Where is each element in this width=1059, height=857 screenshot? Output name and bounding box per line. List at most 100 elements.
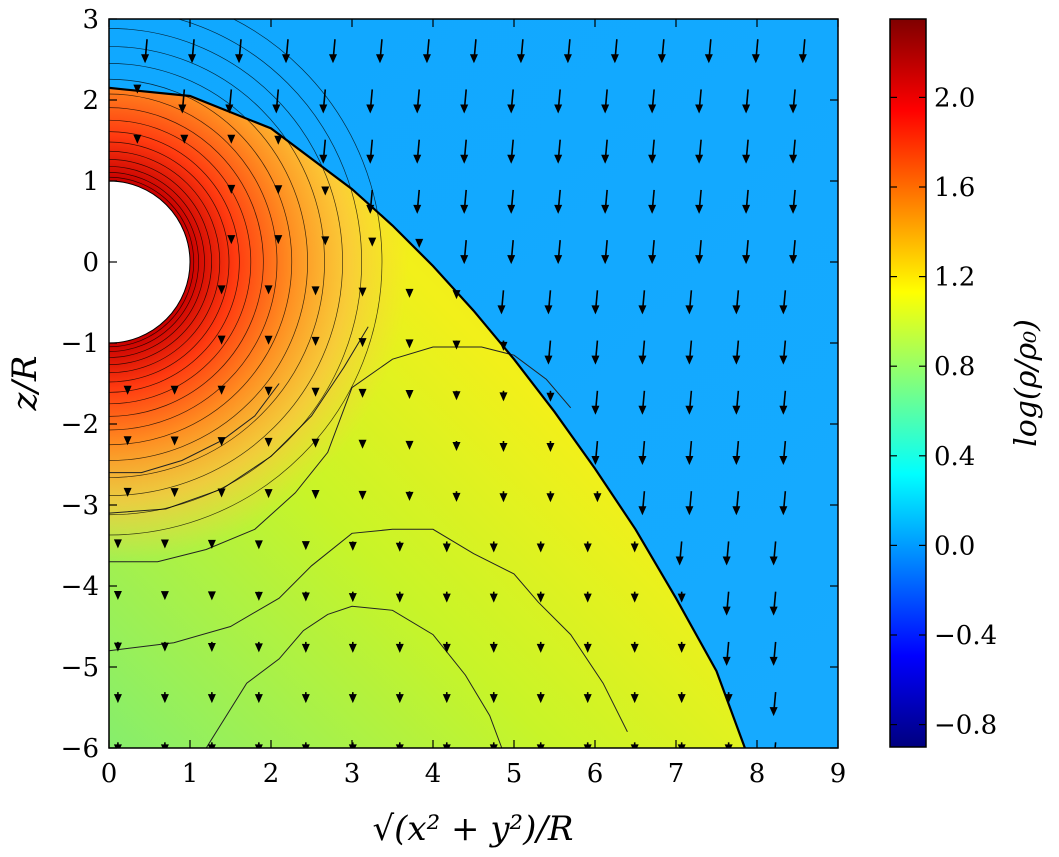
x-tick-label: 5 — [506, 759, 523, 789]
velocity-arrow — [695, 189, 704, 214]
velocity-arrow — [695, 240, 704, 265]
velocity-arrow — [321, 186, 330, 196]
colorbar-tick-label: 1.2 — [934, 263, 975, 293]
velocity-arrow — [264, 386, 273, 396]
y-tick: 2 — [82, 86, 838, 116]
velocity-arrow — [413, 89, 422, 114]
velocity-arrow — [677, 641, 686, 653]
y-tick: −1 — [61, 329, 838, 359]
velocity-arrow — [123, 487, 132, 497]
velocity-arrow — [724, 742, 733, 748]
velocity-arrow — [789, 189, 798, 214]
y-tick: −6 — [61, 734, 838, 764]
velocity-arrow — [227, 184, 236, 194]
velocity-arrow — [348, 692, 357, 704]
velocity-arrow — [264, 285, 273, 295]
x-axis: 0 1 2 3 4 5 6 7 8 9 — [101, 19, 847, 789]
velocity-arrow — [591, 390, 600, 415]
velocity-arrow — [722, 591, 731, 616]
velocity-arrow — [536, 692, 545, 704]
velocity-arrow — [301, 692, 310, 704]
x-tick-label: 3 — [344, 759, 361, 789]
velocity-arrow — [264, 437, 273, 447]
velocity-arrow — [207, 742, 216, 748]
velocity-arrow — [648, 89, 657, 114]
high-density-region — [109, 87, 745, 748]
velocity-arrow — [546, 491, 555, 503]
velocity-arrow — [405, 491, 414, 501]
velocity-arrow — [722, 541, 731, 566]
velocity-arrow — [301, 641, 310, 653]
velocity-arrow — [489, 541, 498, 553]
velocity-arrow — [789, 89, 798, 114]
x-tick: 6 — [587, 19, 603, 789]
colorbar-tick: 2.0 — [890, 83, 975, 113]
y-axis: −6 −5 −4 −3 −2 −1 0 1 2 3 — [61, 5, 838, 764]
velocity-arrow — [123, 385, 132, 395]
x-tick: 2 — [263, 19, 279, 789]
velocity-arrow — [452, 491, 461, 502]
velocity-arrow — [274, 235, 283, 245]
density-ring — [109, 46, 325, 478]
velocity-arrow — [301, 742, 310, 748]
colorbar-tick-label: 0.0 — [934, 531, 975, 561]
velocity-arrow — [207, 692, 216, 704]
velocity-arrow — [160, 641, 169, 652]
velocity-arrow — [591, 440, 600, 466]
velocity-arrow — [583, 742, 592, 748]
velocity-arrow — [489, 692, 498, 704]
velocity-arrow — [311, 387, 320, 397]
velocity-arrow — [442, 541, 451, 553]
x-tick: 9 — [830, 19, 847, 789]
plot-frame — [108, 18, 839, 749]
density-ring — [109, 150, 221, 374]
y-tick-label: −2 — [61, 410, 99, 440]
y-tick: 3 — [82, 5, 838, 35]
velocity-arrow — [328, 39, 337, 64]
velocity-arrow — [497, 290, 506, 315]
density-ring — [109, 93, 278, 431]
velocity-arrow — [546, 390, 555, 402]
velocity-arrow — [601, 240, 610, 265]
velocity-arrow — [499, 491, 508, 503]
colorbar-tick: 1.2 — [890, 263, 975, 293]
velocity-arrow — [583, 641, 592, 653]
velocity-arrow — [311, 438, 320, 448]
velocity-arrow — [695, 139, 704, 164]
velocity-arrow — [321, 236, 330, 246]
velocity-arrow — [282, 39, 291, 64]
velocity-arrow — [732, 290, 741, 315]
colorbar-ticks: −0.8 −0.4 0.0 0.4 0.8 1.2 1.6 2.0 — [890, 83, 997, 741]
velocity-arrow — [170, 385, 179, 395]
velocity-arrow — [178, 89, 187, 114]
velocity-arrow — [217, 335, 226, 345]
velocity-arrow — [311, 336, 320, 346]
x-tick: 4 — [425, 19, 442, 789]
velocity-arrows — [113, 39, 807, 748]
velocity-arrow — [677, 692, 686, 704]
x-tick-label: 1 — [182, 759, 199, 789]
velocity-arrow — [630, 641, 639, 653]
velocity-arrow — [311, 286, 320, 296]
y-tick: −4 — [61, 572, 838, 602]
velocity-arrow — [630, 742, 639, 748]
velocity-arrow — [123, 436, 132, 446]
x-tick-label: 4 — [425, 759, 442, 789]
velocity-arrow — [348, 641, 357, 653]
velocity-arrow — [133, 84, 142, 94]
velocity-arrow — [395, 692, 404, 704]
density-ring — [109, 78, 293, 446]
velocity-arrow — [648, 240, 657, 265]
velocity-arrow — [452, 290, 461, 300]
velocity-arrow — [638, 390, 647, 415]
velocity-arrow — [254, 641, 263, 653]
x-tick-label: 9 — [830, 759, 847, 789]
velocity-arrow — [724, 692, 733, 704]
velocity-arrow — [779, 491, 788, 516]
colorbar-tick-label: −0.8 — [934, 711, 997, 741]
colorbar-tick-label: −0.4 — [934, 621, 997, 651]
velocity-arrow — [442, 591, 451, 603]
velocity-arrow — [395, 641, 404, 653]
velocity-arrow — [217, 437, 226, 447]
velocity-arrow — [460, 89, 469, 114]
